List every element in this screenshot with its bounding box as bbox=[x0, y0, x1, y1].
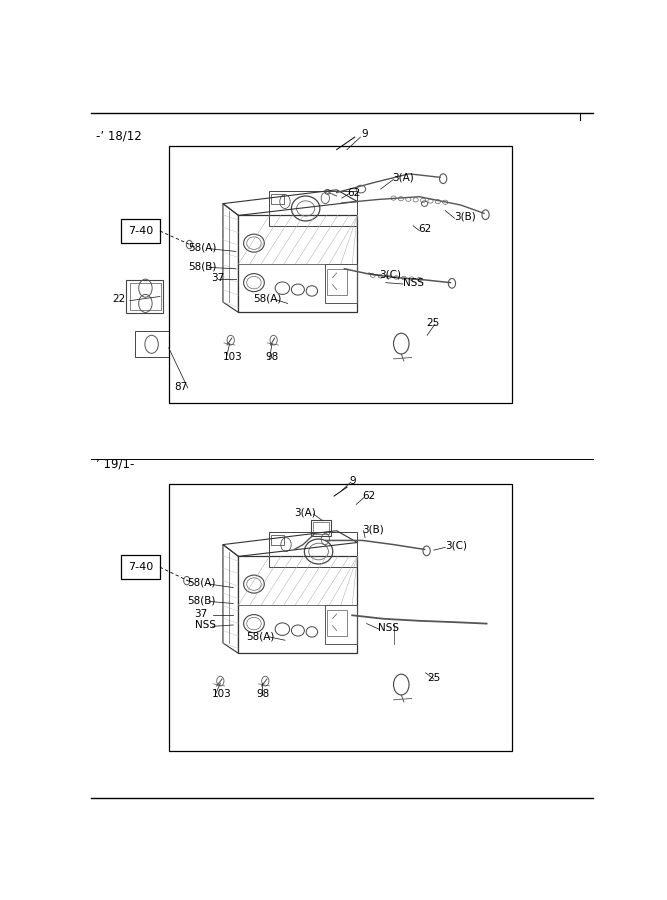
Text: 103: 103 bbox=[223, 353, 243, 363]
Bar bbox=[313, 522, 329, 534]
Bar bbox=[169, 146, 512, 402]
Text: 3(A): 3(A) bbox=[392, 172, 414, 183]
Text: 62: 62 bbox=[363, 491, 376, 501]
Text: 25: 25 bbox=[426, 318, 440, 328]
Text: NSS: NSS bbox=[195, 620, 215, 630]
Text: 62: 62 bbox=[347, 187, 360, 197]
Text: 103: 103 bbox=[211, 688, 231, 698]
Text: 9: 9 bbox=[362, 130, 368, 140]
Text: -’ 18/12: -’ 18/12 bbox=[96, 130, 142, 142]
Bar bbox=[271, 194, 284, 203]
Bar bbox=[325, 264, 358, 303]
Text: 3(B): 3(B) bbox=[454, 212, 476, 221]
Text: 22: 22 bbox=[112, 294, 125, 304]
Bar bbox=[239, 556, 358, 653]
Text: 62: 62 bbox=[418, 224, 432, 234]
Text: NSS: NSS bbox=[403, 277, 424, 288]
Text: 7-40: 7-40 bbox=[127, 562, 153, 572]
Text: 58(B): 58(B) bbox=[188, 261, 216, 271]
Bar bbox=[121, 555, 160, 580]
Bar bbox=[327, 269, 347, 295]
Text: 25: 25 bbox=[427, 672, 440, 682]
Text: 7-40: 7-40 bbox=[127, 226, 153, 236]
Text: NSS: NSS bbox=[378, 623, 399, 633]
Text: 37: 37 bbox=[195, 609, 207, 619]
Bar bbox=[311, 519, 331, 536]
Bar bbox=[239, 215, 358, 312]
Text: 3(C): 3(C) bbox=[379, 269, 401, 279]
Text: 58(A): 58(A) bbox=[253, 293, 281, 303]
Bar bbox=[325, 605, 358, 644]
Text: 58(B): 58(B) bbox=[187, 595, 215, 605]
Text: 9: 9 bbox=[350, 476, 356, 486]
Text: 98: 98 bbox=[257, 688, 269, 698]
Bar bbox=[121, 219, 160, 243]
Bar bbox=[327, 609, 347, 636]
Text: 98: 98 bbox=[265, 353, 279, 363]
Text: 58(A): 58(A) bbox=[188, 243, 216, 253]
Text: ’ 19/1-: ’ 19/1- bbox=[96, 457, 135, 470]
Bar bbox=[269, 191, 358, 226]
Bar bbox=[269, 532, 358, 567]
Bar bbox=[135, 331, 169, 356]
Text: 37: 37 bbox=[211, 273, 225, 283]
Text: 87: 87 bbox=[174, 382, 187, 392]
Bar bbox=[126, 280, 163, 313]
Text: 3(A): 3(A) bbox=[294, 508, 316, 518]
Text: 3(C): 3(C) bbox=[446, 541, 467, 551]
Bar bbox=[169, 483, 512, 752]
Text: 58(A): 58(A) bbox=[246, 631, 275, 641]
Bar bbox=[271, 535, 284, 544]
Text: 58(A): 58(A) bbox=[187, 578, 215, 588]
Text: 3(B): 3(B) bbox=[363, 525, 384, 535]
Bar bbox=[130, 283, 161, 310]
